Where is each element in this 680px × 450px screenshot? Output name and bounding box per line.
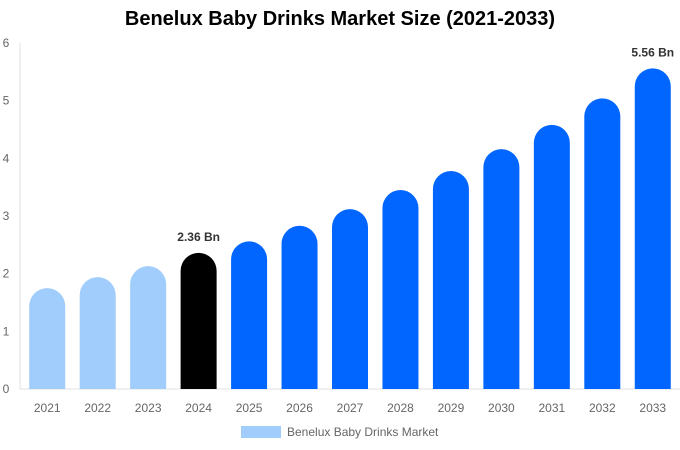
bar-2024 <box>180 252 217 389</box>
x-tick-label: 2027 <box>337 401 364 415</box>
bar-2031 <box>533 124 570 390</box>
legend[interactable]: Benelux Baby Drinks Market <box>241 425 438 439</box>
legend-label: Benelux Baby Drinks Market <box>287 425 439 439</box>
y-tick-label: 4 <box>3 151 10 165</box>
bar-2032 <box>584 98 621 390</box>
x-tick-label: 2032 <box>589 401 616 415</box>
bar-2022 <box>79 277 116 389</box>
legend-swatch <box>241 426 281 438</box>
x-tick-label: 2030 <box>488 401 515 415</box>
y-tick-label: 1 <box>3 324 10 338</box>
bar-2030 <box>483 149 520 389</box>
x-tick-label: 2029 <box>438 401 465 415</box>
bar-2028 <box>382 190 419 389</box>
bar-2023 <box>130 266 167 389</box>
chart-title: Benelux Baby Drinks Market Size (2021-20… <box>124 8 556 30</box>
y-tick-label: 3 <box>3 209 10 223</box>
y-tick-label: 0 <box>3 382 10 396</box>
x-tick-label: 2021 <box>34 401 61 415</box>
y-tick-label: 5 <box>3 94 10 108</box>
bar-2029 <box>432 171 469 389</box>
x-tick-label: 2024 <box>185 401 212 415</box>
x-tick-label: 2026 <box>286 401 313 415</box>
y-tick-label: 6 <box>3 36 10 50</box>
x-tick-label: 2025 <box>236 401 263 415</box>
data-label-2033: 5.56 Bn <box>631 45 674 59</box>
bar-2027 <box>332 209 368 389</box>
x-tick-label: 2031 <box>538 401 565 415</box>
bar-2021 <box>29 288 66 389</box>
bar-2025 <box>231 241 268 389</box>
x-tick-label: 2028 <box>387 401 414 415</box>
y-tick-label: 2 <box>3 267 10 281</box>
x-tick-label: 2033 <box>639 401 666 415</box>
x-tick-label: 2023 <box>135 401 162 415</box>
x-tick-label: 2022 <box>84 401 111 415</box>
bar-2033 <box>634 68 671 389</box>
bar-2026 <box>281 225 318 389</box>
data-label-2024: 2.36 Bn <box>177 230 220 244</box>
